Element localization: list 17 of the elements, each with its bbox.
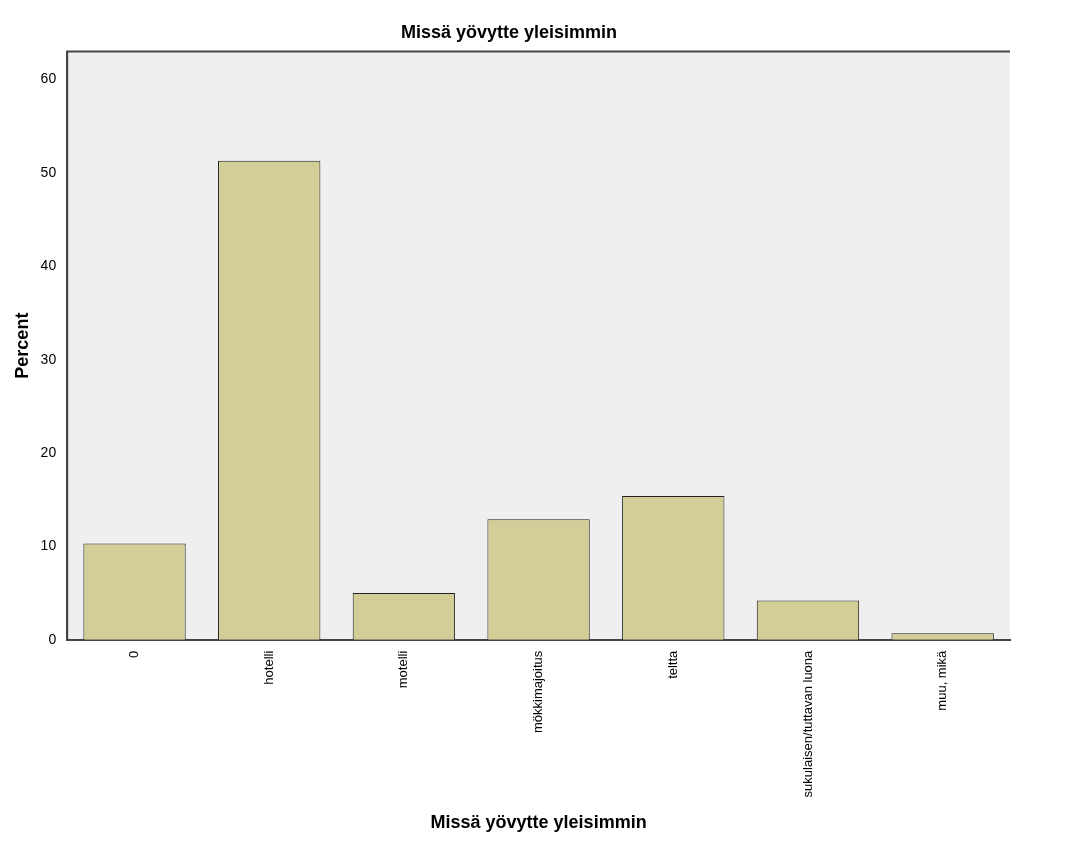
y-tick-label: 40 (40, 257, 57, 274)
x-tick-label: 0 (126, 650, 142, 658)
x-tick-label: mökkimajoitus (530, 650, 546, 734)
y-tick-label: 20 (40, 443, 57, 460)
x-tick-label: muu, mikä (934, 649, 950, 711)
y-tick-label: 60 (40, 70, 57, 87)
x-tick-label: hotelli (260, 650, 276, 685)
chart-title: Missä yövytte yleisimmin (400, 21, 618, 42)
x-tick-label: motelli (395, 650, 411, 689)
y-tick-label: 50 (40, 163, 57, 180)
x-tick-label: teltta (664, 649, 680, 679)
x-axis-title: Missä yövytte yleisimmin (430, 812, 647, 833)
x-tick-label: sukulaisen/tuttavan luona (799, 649, 815, 798)
y-tick-label: 30 (40, 350, 57, 367)
y-axis-title: Percent (11, 312, 32, 379)
y-tick-label: 10 (40, 537, 57, 554)
y-tick-label: 0 (48, 630, 57, 647)
